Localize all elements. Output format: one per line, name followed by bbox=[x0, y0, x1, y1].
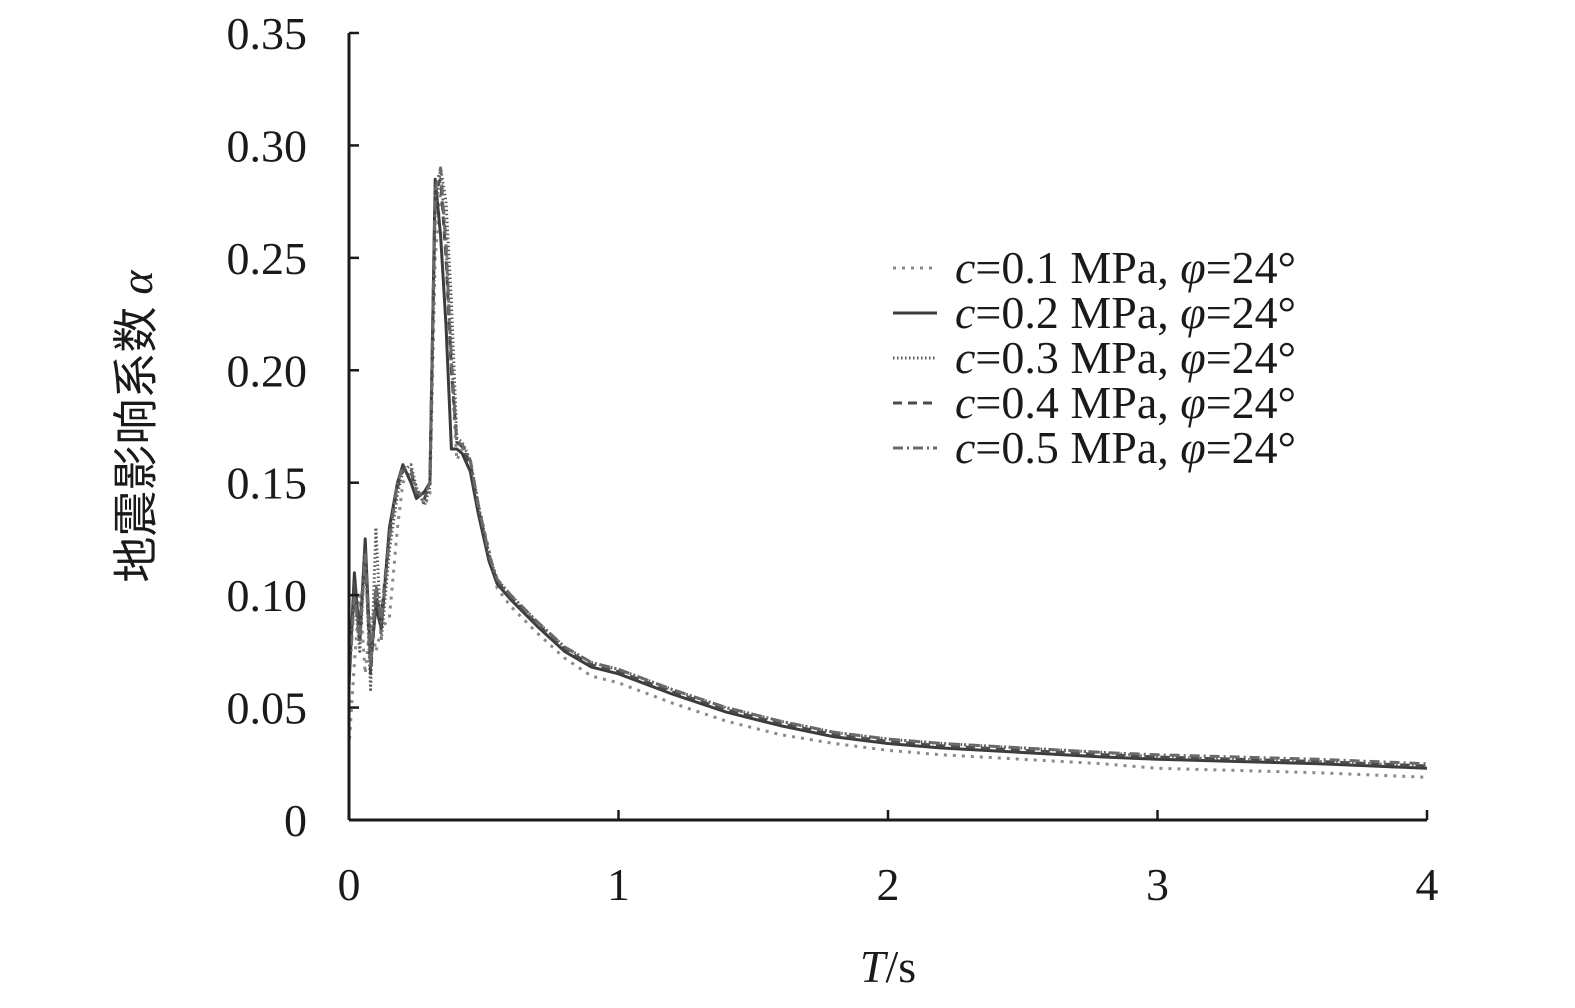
legend-item: c=0.5 MPa, φ=24° bbox=[893, 422, 1296, 473]
x-axis-unit: /s bbox=[885, 941, 916, 992]
legend-item: c=0.4 MPa, φ=24° bbox=[893, 377, 1296, 428]
y-tick-label: 0.10 bbox=[227, 570, 308, 621]
y-tick-label: 0.25 bbox=[227, 233, 308, 284]
x-axis-symbol: T bbox=[860, 941, 889, 992]
legend-label: c=0.5 MPa, φ=24° bbox=[955, 422, 1296, 473]
y-tick-label: 0.05 bbox=[227, 683, 308, 734]
x-tick-label: 1 bbox=[607, 859, 630, 910]
legend-label: c=0.2 MPa, φ=24° bbox=[955, 287, 1296, 338]
legend-label: c=0.1 MPa, φ=24° bbox=[955, 242, 1296, 293]
series-line-5 bbox=[347, 166, 1428, 766]
y-axis-title: 地震影响系数 α bbox=[111, 270, 162, 583]
series-layer bbox=[347, 166, 1428, 779]
y-tick-label: 0.20 bbox=[227, 345, 308, 396]
legend-item: c=0.1 MPa, φ=24° bbox=[893, 242, 1296, 293]
y-axis-symbol: α bbox=[111, 270, 162, 295]
legend-label: c=0.4 MPa, φ=24° bbox=[955, 377, 1296, 428]
ticks: 0 0.05 0.10 0.15 0.20 0.25 0.30 0.35 0 1 2 3 4 bbox=[227, 8, 1439, 910]
legend-label: c=0.3 MPa, φ=24° bbox=[955, 332, 1296, 383]
legend: c=0.1 MPa, φ=24°c=0.2 MPa, φ=24°c=0.3 MP… bbox=[893, 242, 1296, 473]
y-tick-label: 0.35 bbox=[227, 8, 308, 59]
x-tick-label: 0 bbox=[338, 859, 361, 910]
y-tick-label: 0.30 bbox=[227, 120, 308, 171]
x-tick-label: 2 bbox=[877, 859, 900, 910]
x-tick-label: 4 bbox=[1416, 859, 1439, 910]
y-axis-label-text: 地震影响系数 bbox=[111, 307, 162, 583]
y-tick-label: 0.15 bbox=[227, 458, 308, 509]
legend-item: c=0.3 MPa, φ=24° bbox=[893, 332, 1296, 383]
y-tick-label: 0 bbox=[284, 795, 307, 846]
x-tick-label: 3 bbox=[1146, 859, 1169, 910]
x-axis-title: T/s bbox=[860, 941, 916, 992]
legend-item: c=0.2 MPa, φ=24° bbox=[893, 287, 1296, 338]
